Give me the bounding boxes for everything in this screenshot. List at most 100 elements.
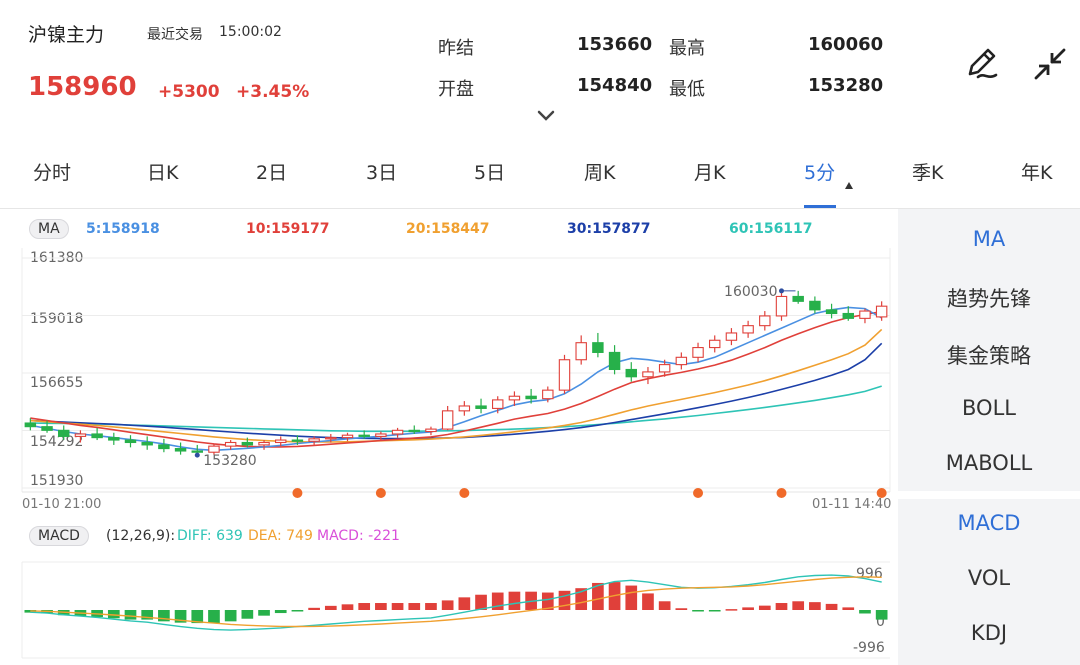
candle-body <box>124 439 137 444</box>
tab-daily-k[interactable]: 日K <box>147 162 179 184</box>
prev-settle-label: 昨结 <box>438 38 474 59</box>
indicator-boll[interactable]: BOLL <box>962 396 1016 420</box>
macd-histogram-bar <box>408 603 421 610</box>
candle-body <box>41 426 53 431</box>
macd-histogram-bar <box>541 592 554 610</box>
signal-dot <box>292 488 303 498</box>
macd-histogram-bar <box>792 601 805 610</box>
macd-histogram-bar <box>141 610 154 620</box>
signal-dot <box>459 488 470 498</box>
tab-monthly-k[interactable]: 月K <box>694 162 726 184</box>
open-label: 开盘 <box>438 79 474 100</box>
tab-quarterly-k[interactable]: 季K <box>912 162 944 184</box>
macd-indicator-pill[interactable]: MACD <box>29 526 89 546</box>
signal-dot <box>375 488 386 498</box>
candle-body <box>308 438 320 442</box>
tab-5day[interactable]: 5日 <box>474 162 506 184</box>
macd-histogram-bar <box>825 603 838 610</box>
macd-histogram-bar <box>241 610 254 619</box>
indicator-panel <box>898 209 1080 665</box>
candle-body <box>759 315 771 327</box>
candle-body <box>675 356 688 366</box>
indicator-gold-strategy[interactable]: 集金策略 <box>947 344 1031 368</box>
macd-histogram-bar <box>625 585 638 610</box>
macd-histogram-bar <box>692 610 704 612</box>
candle-body <box>692 347 704 358</box>
macd-histogram-bar <box>708 610 721 612</box>
macd-histogram-bar <box>274 610 287 614</box>
candle-body <box>492 399 504 409</box>
macd-histogram-bar <box>358 603 371 610</box>
candle-body <box>208 445 220 453</box>
x-tick-label-end: 01-11 14:40 <box>812 497 892 512</box>
candle-body <box>441 410 454 430</box>
tab-5min[interactable]: 5分 <box>804 162 836 184</box>
candle-body <box>375 433 387 437</box>
ma-indicator-pill[interactable]: MA <box>29 219 69 239</box>
candle-body <box>875 305 888 318</box>
candle-body <box>842 312 854 319</box>
candle-body <box>625 368 637 378</box>
candle-body <box>358 434 370 437</box>
tab-intraday[interactable]: 分时 <box>33 162 72 184</box>
open-value: 154840 <box>577 75 653 96</box>
prev-settle-value: 153660 <box>577 34 653 55</box>
macd-histogram-bar <box>592 582 604 610</box>
tab-weekly-k[interactable]: 周K <box>584 162 616 184</box>
max-price-label: 160030 <box>724 284 777 300</box>
indicator-macd[interactable]: MACD <box>957 511 1021 535</box>
ma5-line <box>30 306 883 452</box>
candlestick-chart[interactable]: 160030 153280 <box>0 0 898 665</box>
candle-body <box>725 332 738 341</box>
macd-y-tick: 0 <box>876 614 885 630</box>
x-tick-label-start: 01-10 21:00 <box>22 497 102 512</box>
macd-histogram-bar <box>258 610 270 616</box>
candle-body <box>775 295 788 317</box>
macd-histogram-bar <box>375 603 387 610</box>
macd-histogram-bar <box>725 609 738 611</box>
macd-histogram-bar <box>324 605 337 610</box>
y-tick-label: 151930 <box>30 473 84 489</box>
macd-histogram-bar <box>158 610 170 622</box>
candle-body <box>408 429 420 433</box>
macd-diff-legend: DIFF: 639 <box>177 528 243 544</box>
macd-histogram-bar <box>224 610 237 622</box>
low-label: 最低 <box>669 79 705 100</box>
macd-histogram-bar <box>675 608 688 610</box>
macd-histogram-bar <box>341 604 354 610</box>
price-change: +5300 <box>158 82 220 102</box>
ma10-line <box>30 310 882 448</box>
tab-yearly-k[interactable]: 年K <box>1021 162 1053 184</box>
candle-body <box>608 351 621 371</box>
tab-3day[interactable]: 3日 <box>366 162 398 184</box>
indicator-kdj[interactable]: KDJ <box>970 621 1008 645</box>
macd-histogram-bar <box>391 603 404 610</box>
candle-body <box>158 444 170 450</box>
ma10-legend: 10:159177 <box>246 221 330 237</box>
draw-pen-icon[interactable] <box>962 44 1002 84</box>
candle-body <box>191 450 203 453</box>
indicator-trend-pioneer[interactable]: 趋势先锋 <box>947 287 1031 311</box>
macd-histogram-bar <box>775 603 788 610</box>
tab-2day[interactable]: 2日 <box>256 162 288 184</box>
macd-histogram-bar <box>491 592 504 610</box>
indicator-ma[interactable]: MA <box>972 227 1006 251</box>
low-value: 153280 <box>808 75 884 96</box>
last-trade-time: 15:00:02 <box>219 24 282 40</box>
chevron-down-icon[interactable] <box>537 108 555 122</box>
macd-histogram-bar <box>558 590 571 610</box>
collapse-icon[interactable] <box>1030 44 1070 84</box>
candle-body <box>508 395 521 401</box>
macd-histogram-bar <box>124 610 137 620</box>
macd-histogram-bar <box>208 610 220 624</box>
macd-histogram-bar <box>575 588 588 610</box>
candle-body <box>642 371 654 378</box>
tab-divider <box>0 208 1080 209</box>
candle-body <box>809 300 821 311</box>
indicator-vol[interactable]: VOL <box>967 566 1011 590</box>
indicator-maboll[interactable]: MABOLL <box>945 451 1033 475</box>
macd-histogram-bar <box>191 610 204 624</box>
macd-diff-line <box>30 574 882 631</box>
tab-dropdown-caret-icon[interactable] <box>845 182 853 189</box>
ma5-legend: 5:158918 <box>86 221 160 237</box>
